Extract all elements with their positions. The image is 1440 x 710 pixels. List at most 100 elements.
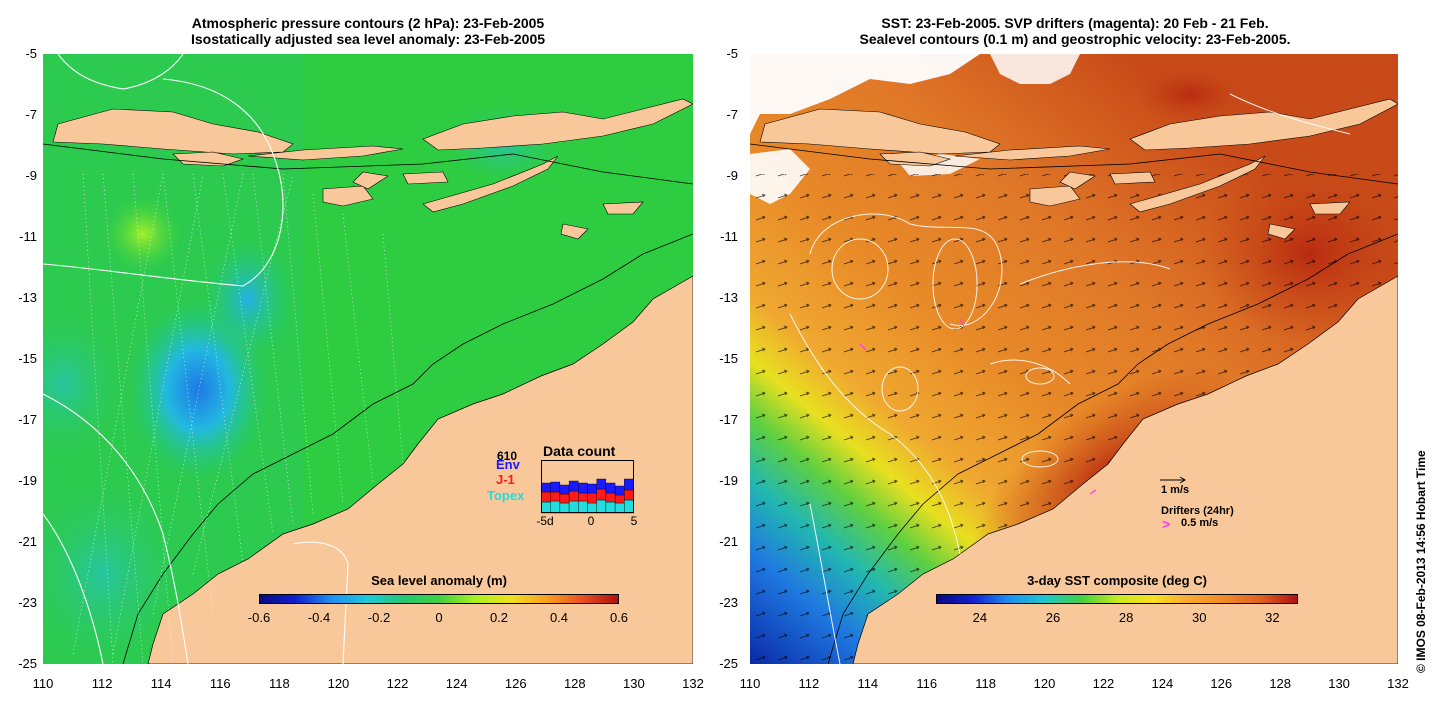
inset-sat-env: Env (496, 457, 520, 472)
colorbar-tick-label: 0.4 (549, 610, 569, 625)
lat-tick-label: -25 (18, 656, 37, 671)
left-title-line1: Atmospheric pressure contours (2 hPa): 2… (191, 15, 545, 31)
histogram-bar (568, 500, 579, 514)
lon-tick-label: 110 (739, 676, 761, 691)
histogram-bar (596, 478, 607, 490)
lon-tick-label: 116 (209, 676, 231, 691)
histogram-bar (559, 502, 570, 514)
histogram-bar (568, 490, 579, 502)
histogram-bar (541, 501, 551, 514)
lat-tick-label: -25 (719, 656, 738, 671)
lon-tick-label: 130 (1328, 676, 1350, 691)
colorbar-tick-label: 0 (435, 610, 443, 625)
inset-x-tick-label: -5d (536, 514, 554, 528)
colorbar-tick-label: 0.2 (489, 610, 509, 625)
lat-tick-label: -23 (719, 595, 738, 610)
lon-tick-label: 128 (563, 676, 586, 691)
lat-tick-label: -21 (18, 534, 37, 549)
colorbar-tick-label: 30 (1192, 610, 1207, 625)
colorbar-tick-label: 26 (1045, 610, 1061, 625)
histogram-bar (614, 502, 625, 514)
velocity-scale-label: 1 m/s (1161, 484, 1190, 496)
lat-tick-label: -19 (18, 473, 37, 488)
inset-data-count-histogram (541, 460, 634, 514)
histogram-bar (587, 483, 597, 494)
lon-tick-label: 128 (1269, 676, 1292, 691)
histogram-bar (578, 482, 588, 494)
histogram-bar (605, 492, 616, 503)
right-colorbar (936, 594, 1298, 604)
inset-sat-topex: Topex (487, 488, 525, 503)
histogram-bar (559, 493, 570, 504)
histogram-bar (541, 482, 551, 493)
right-colorbar-label: 3-day SST composite (deg C) (1027, 573, 1207, 588)
histogram-bar (624, 489, 634, 501)
lat-tick-label: -21 (719, 534, 738, 549)
histogram-bar (568, 480, 579, 492)
lon-tick-label: 122 (386, 676, 409, 691)
lat-tick-label: -7 (25, 107, 37, 122)
histogram-bar (541, 491, 551, 503)
lat-tick-label: -5 (726, 46, 738, 61)
lon-tick-label: 116 (916, 676, 938, 691)
histogram-bar (578, 500, 588, 514)
left-title-line2: Isostatically adjusted sea level anomaly… (190, 31, 546, 47)
credit-label: © IMOS 08-Feb-2013 14:56 Hobart Time (1414, 450, 1428, 673)
lon-tick-label: 130 (623, 676, 645, 691)
lat-tick-label: -11 (720, 229, 738, 244)
colorbar-tick-label: 0.6 (609, 610, 629, 625)
histogram-bar (587, 492, 597, 504)
histogram-bar (578, 492, 588, 502)
left-colorbar-label: Sea level anomaly (m) (371, 573, 507, 588)
lon-tick-label: 120 (1033, 676, 1056, 691)
lat-tick-label: -9 (726, 168, 738, 183)
lat-tick-label: -5 (25, 46, 37, 61)
inset-total-count: 610 (497, 449, 518, 463)
histogram-bar (550, 491, 561, 502)
inset-x-tick-label: 5 (630, 514, 638, 528)
colorbar-tick-label: -0.2 (367, 610, 391, 625)
right-map-sst (750, 54, 1398, 664)
inset-x-tick-label: 0 (587, 514, 595, 528)
colorbar-tick-label: 28 (1118, 610, 1134, 625)
lon-tick-label: 126 (1210, 676, 1233, 691)
drifter-scale-arrow: > (1162, 516, 1171, 532)
colorbar-tick-label: 24 (972, 610, 988, 625)
lon-tick-label: 110 (32, 676, 54, 691)
lat-tick-label: -19 (719, 473, 738, 488)
lon-tick-label: 118 (975, 676, 996, 691)
lat-tick-label: -11 (19, 229, 37, 244)
right-title-line2: Sealevel contours (0.1 m) and geostrophi… (859, 31, 1291, 47)
lon-tick-label: 112 (798, 676, 820, 691)
inset-sat-j1: J-1 (496, 472, 515, 487)
lon-tick-label: 112 (91, 676, 113, 691)
lon-tick-label: 126 (504, 676, 527, 691)
lat-tick-label: -23 (18, 595, 37, 610)
left-colorbar (259, 594, 619, 604)
lat-tick-label: -7 (726, 107, 738, 122)
histogram-bar (624, 499, 634, 514)
lon-tick-label: 120 (327, 676, 350, 691)
colorbar-tick-label: 32 (1265, 610, 1280, 625)
lat-tick-label: -13 (18, 290, 37, 305)
histogram-bar (614, 485, 625, 496)
right-title-line1: SST: 23-Feb-2005. SVP drifters (magenta)… (881, 15, 1269, 31)
colorbar-tick-label: -0.6 (247, 610, 271, 625)
colorbar-tick-label: -0.4 (307, 610, 331, 625)
inset-title: Data count (543, 443, 616, 459)
histogram-bar (550, 481, 561, 493)
lon-tick-label: 122 (1092, 676, 1115, 691)
lon-tick-label: 132 (682, 676, 704, 691)
drifters-label: Drifters (24hr) (1161, 505, 1234, 517)
lat-tick-label: -15 (18, 351, 37, 366)
lat-tick-label: -17 (719, 412, 738, 427)
lon-tick-label: 114 (150, 676, 172, 691)
velocity-scale-arrow (1160, 476, 1186, 484)
drifter-scale-label: 0.5 m/s (1181, 517, 1219, 529)
histogram-bar (596, 499, 607, 514)
lon-tick-label: 118 (268, 676, 290, 691)
lon-tick-label: 124 (445, 676, 468, 691)
lat-tick-label: -15 (719, 351, 738, 366)
histogram-bar (605, 501, 616, 514)
histogram-bar (624, 478, 634, 491)
